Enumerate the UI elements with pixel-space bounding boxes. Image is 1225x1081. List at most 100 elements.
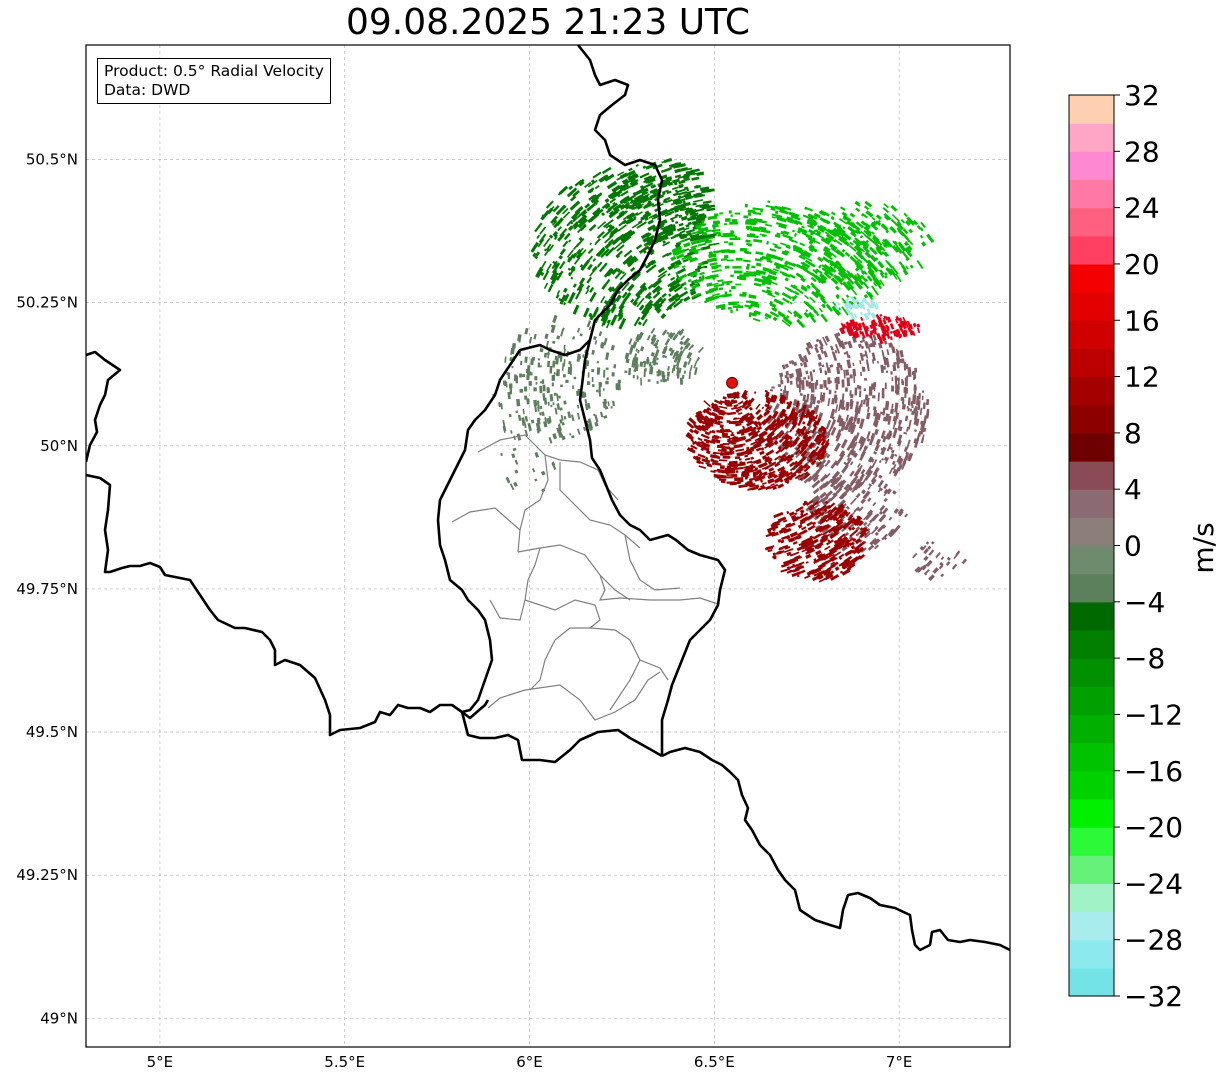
y-tick-label: 50°N [40, 437, 78, 455]
echo-cell [588, 326, 592, 331]
echo-cell [762, 234, 766, 238]
echo-cell [785, 315, 790, 320]
echo-cell [781, 250, 789, 256]
echo-cell [619, 203, 625, 208]
echo-cell [598, 381, 602, 388]
echo-cell [752, 207, 764, 211]
echo-cell [866, 412, 871, 420]
echo-cell [946, 556, 951, 561]
echo-cell [790, 219, 802, 225]
echo-cell [760, 209, 763, 213]
echo-cell [512, 447, 517, 452]
radar-site-marker [726, 376, 739, 389]
echo-cell [860, 468, 866, 475]
echo-cell [651, 285, 661, 294]
echo-cell [625, 201, 630, 206]
echo-cell [821, 364, 825, 368]
echo-cell [870, 312, 877, 319]
echo-cell [547, 401, 550, 406]
echo-cell [868, 292, 874, 298]
echo-cell [577, 283, 585, 292]
echo-cell [853, 375, 856, 383]
echo-cell [508, 413, 512, 418]
echo-cell [519, 373, 522, 378]
echo-cell [777, 310, 786, 317]
echo-cell [635, 164, 639, 167]
echo-cell [669, 279, 681, 288]
echo-cell [524, 356, 528, 363]
echo-cell [673, 300, 683, 308]
echo-cell [796, 318, 806, 329]
echo-cell [787, 310, 793, 315]
echo-cell [608, 229, 619, 238]
echo-cell [827, 377, 831, 385]
echo-cell [852, 362, 855, 367]
echo-cell [730, 463, 739, 468]
echo-cell [521, 417, 526, 424]
echo-cell [722, 455, 731, 459]
echo-cell [642, 182, 654, 189]
echo-cell [647, 224, 656, 232]
echo-cell [692, 274, 697, 278]
echo-cell [843, 341, 848, 346]
echo-cell [645, 261, 655, 269]
echo-cell [542, 393, 546, 401]
echo-cell [849, 255, 859, 265]
echo-cell [665, 301, 677, 311]
echo-cell [781, 319, 791, 327]
echo-cell [784, 363, 789, 369]
echo-cell [603, 268, 613, 278]
echo-cell [765, 449, 775, 457]
echo-cell [831, 305, 841, 316]
echo-cell [619, 272, 627, 281]
echo-cell [803, 294, 810, 300]
echo-cell [830, 380, 832, 383]
echo-cell [699, 271, 705, 276]
colorbar-segment [1069, 911, 1114, 941]
echo-cell [661, 189, 669, 194]
echo-cell [961, 558, 967, 565]
echo-cell [666, 331, 670, 335]
echo-cell [547, 283, 554, 293]
echo-cell [683, 295, 691, 302]
echo-cell [618, 182, 629, 191]
echo-cell [925, 399, 930, 406]
echo-cell [701, 231, 708, 236]
echo-cell [725, 428, 731, 433]
echo-cell [607, 203, 611, 206]
echo-cell [566, 249, 574, 258]
echo-cell [679, 194, 689, 199]
echo-cell [640, 377, 642, 386]
echo-cell [549, 394, 554, 402]
echo-cell [922, 402, 926, 410]
echo-cell [551, 260, 558, 270]
echo-cell [904, 415, 909, 422]
echo-cell [550, 215, 559, 224]
echo-cell [728, 421, 734, 425]
echo-cell [511, 453, 516, 459]
echo-cell [600, 248, 610, 259]
echo-cell [858, 445, 863, 451]
echo-cell [814, 343, 819, 348]
echo-cell [602, 388, 605, 391]
echo-cell [633, 368, 637, 373]
echo-cell [554, 407, 558, 415]
echo-cell [782, 233, 793, 240]
echo-cell [728, 249, 736, 254]
echo-cell [650, 251, 655, 256]
echo-cell [551, 262, 561, 274]
colorbar-segment [1069, 179, 1114, 209]
echo-cell [810, 282, 815, 287]
echo-cell [647, 234, 655, 241]
echo-cell [805, 380, 809, 387]
echo-cell [561, 207, 569, 215]
echo-cell [610, 344, 615, 351]
colorbar-tick-label: −4 [1124, 586, 1165, 619]
echo-cell [742, 259, 751, 262]
echo-cell [839, 364, 843, 371]
echo-cell [886, 333, 891, 340]
x-tick-label: 5°E [147, 1053, 174, 1071]
echo-cell [533, 333, 537, 340]
echo-cell [556, 393, 559, 402]
echo-cell [722, 396, 727, 400]
